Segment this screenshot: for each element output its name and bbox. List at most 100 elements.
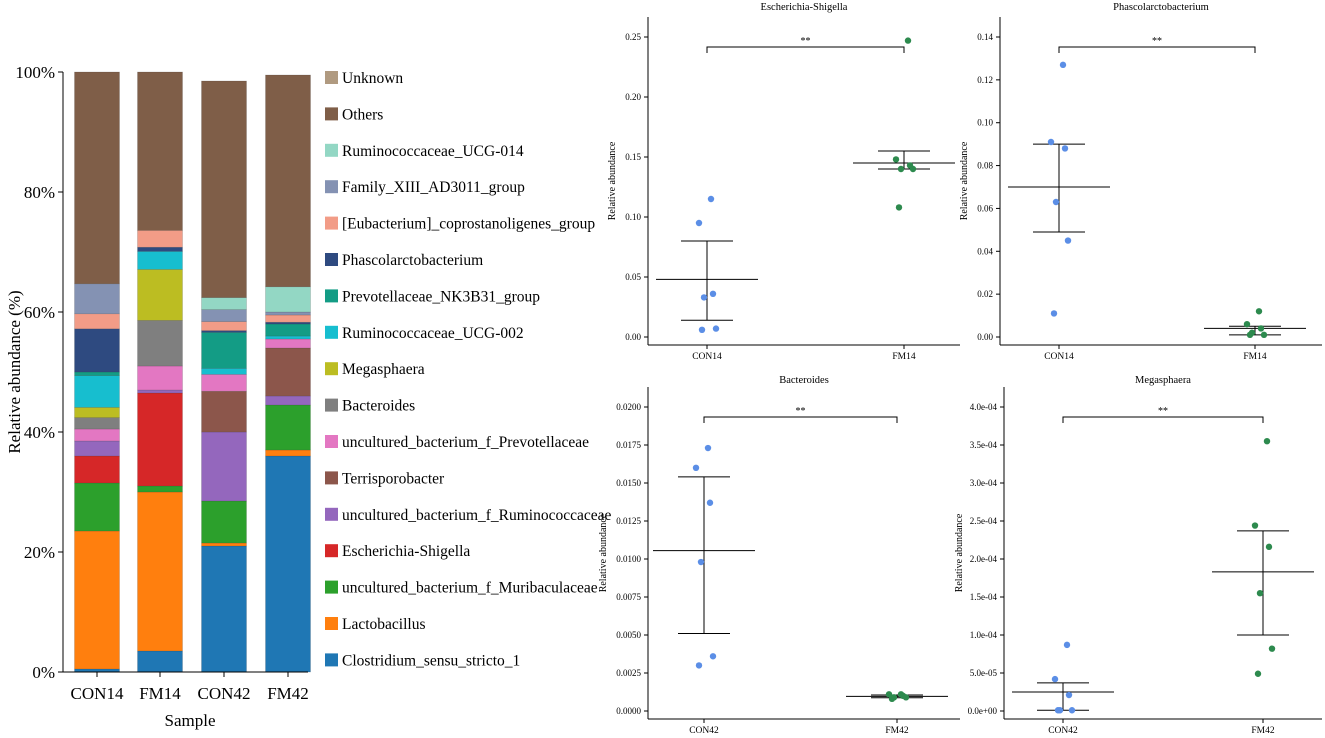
- data-point-con14: [1050, 310, 1058, 317]
- bar-segment-fm42-uncultured-bacterium-f-prevotellaceae: [265, 338, 311, 349]
- data-point-con42: [1068, 707, 1076, 714]
- data-point-fm42: [885, 691, 893, 698]
- panel-y-tick-label: 1.0e-04: [970, 630, 998, 640]
- panel-y-tick-label: 4.0e-04: [970, 402, 998, 412]
- bar-segment-fm42-ruminococcaceae-ucg-014: [265, 286, 311, 313]
- significance-label: **: [801, 36, 811, 47]
- legend-label-others: Others: [342, 106, 383, 123]
- panel-y-axis-title: Relative abundance: [959, 141, 970, 220]
- bar-segment-fm42-clostridium-sensu-stricto-1: [265, 455, 311, 673]
- panel-y-tick-label: 0.04: [977, 246, 993, 256]
- bar-segment-fm14-escherichia-shigella: [137, 392, 183, 487]
- x-ticks: CON14 FM14 CON42 FM42: [71, 672, 309, 703]
- legend-label-ruminococcaceae-ucg-014: Ruminococcaceae_UCG-014: [342, 143, 524, 160]
- significance-bracket: [1062, 416, 1264, 423]
- legend-label-uncultured-bacterium-f-muribaculaceae: uncultured_bacterium_f_Muribaculaceae: [342, 580, 598, 597]
- legend-swatch-lactobacillus: [325, 617, 338, 630]
- data-point-con14: [1047, 138, 1055, 146]
- significance-bracket: [706, 46, 905, 53]
- data-point-con14: [1061, 145, 1069, 152]
- bar-segment-con14-others: [74, 71, 120, 285]
- legend-label-prevotellaceae-nk3b31-group: Prevotellaceae_NK3B31_group: [342, 288, 540, 305]
- bar-segment-con14-uncultured-bacterium-f-muribaculaceae: [74, 482, 120, 532]
- legend-swatch-others: [325, 107, 338, 121]
- legend-swatch-megasphaera: [325, 362, 338, 376]
- panel-y-tick-label: 0.0e+00: [968, 706, 998, 716]
- x-tick-label-fm42: FM42: [267, 684, 309, 703]
- data-point-con42: [1054, 707, 1062, 714]
- data-point-con42: [697, 558, 705, 566]
- bar-segment-fm42-eubacterium-coprostanoligenes-group: [265, 314, 311, 323]
- y-tick-label: 80%: [24, 183, 55, 202]
- bar-segment-con42-family-xiii-ad3011-group: [201, 309, 247, 322]
- legend-swatch-prevotellaceae-nk3b31-group: [325, 289, 338, 303]
- bar-segment-fm42-family-xiii-ad3011-group: [265, 311, 311, 316]
- panel-y-tick-label: 3.0e-04: [970, 478, 998, 488]
- data-point-fm14: [892, 156, 900, 163]
- panel-y-tick-label: 0.0075: [616, 592, 641, 602]
- significance-label: **: [1152, 36, 1162, 47]
- bar-segment-con14-uncultured-bacterium-f-ruminococcaceae: [74, 440, 120, 457]
- bar-segment-con42-lactobacillus: [201, 542, 247, 547]
- bar-segment-con42-others: [201, 80, 247, 298]
- legend-label-lactobacillus: Lactobacillus: [342, 616, 426, 633]
- x-tick-label-con42: CON42: [198, 684, 251, 703]
- legend-label-ruminococcaceae-ucg-002: Ruminococcaceae_UCG-002: [342, 325, 524, 342]
- panel-y-tick-label: 0.0200: [616, 402, 641, 412]
- panel-y-tick-label: 0.10: [625, 212, 641, 222]
- bar-segment-con42-ruminococcaceae-ucg-002: [201, 368, 247, 375]
- legend-label-clostridium-sensu-stricto-1: Clostridium_sensu_stricto_1: [342, 652, 520, 669]
- scatter-panel-escherichia-shigella: Escherichia-Shigella 0.00 0.05 0.10 0.15 0.20…: [607, 2, 960, 362]
- bar-segment-fm14-ruminococcaceae-ucg-002: [137, 251, 183, 270]
- bar-segment-con42-eubacterium-coprostanoligenes-group: [201, 321, 247, 331]
- bar-segment-fm42-uncultured-bacterium-f-ruminococcaceae: [265, 395, 311, 406]
- panel-y-tick-label: 0.0125: [616, 516, 641, 526]
- data-point-fm14: [1246, 331, 1254, 339]
- legend-swatch-family-xiii-ad3011-group: [325, 180, 338, 194]
- y-ticks: 0% 20% 40% 60% 80% 100%: [15, 63, 63, 682]
- data-point-con42: [1051, 675, 1059, 683]
- y-tick-label: 100%: [15, 63, 55, 82]
- data-point-fm42: [1254, 670, 1262, 677]
- bar-segment-con14-eubacterium-coprostanoligenes-group: [74, 313, 120, 330]
- data-point-con14: [698, 326, 706, 333]
- legend-swatch-uncultured-bacterium-f-ruminococcaceae: [325, 507, 338, 521]
- legend-swatch-terrisporobacter: [325, 471, 338, 485]
- bar-segment-con42-uncultured-bacterium-f-muribaculaceae: [201, 500, 247, 544]
- legend-label-uncultured-bacterium-f-ruminococcaceae: uncultured_bacterium_f_Ruminococcaceae: [342, 507, 612, 524]
- legend-label-megasphaera: Megasphaera: [342, 361, 425, 378]
- panel-y-axis-title: Relative abundance: [598, 513, 609, 592]
- data-point-con14: [709, 290, 717, 297]
- legend-swatch-uncultured-bacterium-f-muribaculaceae: [325, 580, 338, 594]
- data-point-con42: [704, 444, 712, 452]
- panel-y-tick-label: 0.0025: [616, 668, 641, 678]
- data-point-fm42: [1268, 645, 1276, 652]
- bar-segment-con42-ruminococcaceae-ucg-014: [201, 297, 247, 310]
- y-tick-label: 40%: [24, 423, 55, 442]
- legend-label-uncultured-bacterium-f-prevotellaceae: uncultured_bacterium_f_Prevotellaceae: [342, 434, 589, 451]
- panel-x-tick-label-con42: CON42: [1048, 726, 1078, 736]
- bar-segment-fm42-uncultured-bacterium-f-muribaculaceae: [265, 404, 311, 451]
- panel-y-tick-label: 0.12: [977, 75, 993, 85]
- panel-title: Phascolarctobacterium: [1113, 2, 1209, 13]
- data-point-fm14: [904, 37, 912, 44]
- x-tick-label-fm14: FM14: [139, 684, 181, 703]
- panel-y-tick-label: 2.0e-04: [970, 554, 998, 564]
- panel-y-tick-label: 2.5e-04: [970, 516, 998, 526]
- y-axis-title: Relative abundance (%): [5, 290, 24, 453]
- panel-x-tick-label-con14: CON14: [1044, 352, 1074, 362]
- panel-x-tick-label-con14: CON14: [692, 352, 722, 362]
- bar-segment-fm14-phascolarctobacterium: [137, 246, 183, 252]
- bar-segment-con14-phascolarctobacterium: [74, 328, 120, 373]
- legend-swatch-ruminococcaceae-ucg-014: [325, 143, 338, 157]
- bar-segment-fm14-clostridium-sensu-stricto-1: [137, 650, 183, 673]
- y-tick-label: 20%: [24, 543, 55, 562]
- panel-x-tick-label-fm42: FM42: [885, 726, 908, 736]
- bar-segment-fm42-others: [265, 74, 311, 288]
- legend-label-phascolarctobacterium: Phascolarctobacterium: [342, 252, 483, 269]
- legend-swatch-unknown: [325, 71, 338, 84]
- legend-label-bacteroides: Bacteroides: [342, 398, 415, 415]
- panel-y-tick-label: 0.0050: [616, 630, 641, 640]
- data-point-fm42: [1251, 522, 1259, 529]
- data-point-fm42: [1265, 543, 1273, 551]
